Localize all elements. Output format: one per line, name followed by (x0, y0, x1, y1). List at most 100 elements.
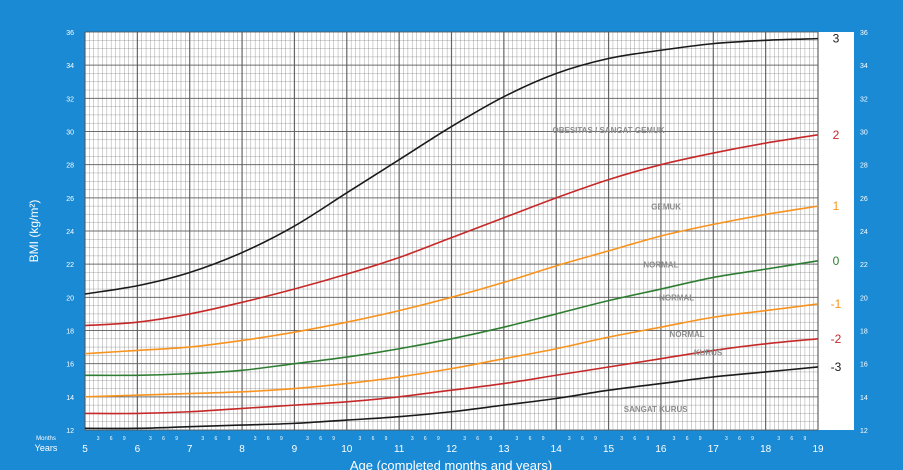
x-month-label: 9 (594, 436, 597, 442)
x-month-label: 3 (306, 436, 309, 442)
series-label--2: -2 (831, 332, 842, 346)
y-tick-label: 32 (66, 96, 74, 103)
y-tick-label: 18 (66, 329, 74, 336)
series-line--2 (84, 337, 819, 415)
y-tick-label-right: 28 (860, 163, 868, 170)
x-month-label: 3 (516, 436, 519, 442)
series-label-3: 3 (833, 32, 840, 46)
x-year-label: 5 (82, 444, 88, 455)
x-month-label: 9 (280, 436, 283, 442)
z-label-column (818, 32, 854, 430)
x-month-label: 6 (424, 436, 427, 442)
y-tick-label-right: 22 (860, 262, 868, 269)
x-month-label: 3 (620, 436, 623, 442)
y-tick-label: 36 (66, 30, 74, 37)
x-year-label: 19 (812, 444, 824, 455)
x-month-label: 6 (581, 436, 584, 442)
y-tick-label: 20 (66, 295, 74, 302)
x-month-label: 9 (332, 436, 335, 442)
x-month-label: 3 (254, 436, 257, 442)
x-month-label: 9 (489, 436, 492, 442)
x-month-label: 9 (751, 436, 754, 442)
zone-annotation: NORMAL (670, 330, 705, 339)
x-month-label: 6 (476, 436, 479, 442)
series-label-0: 0 (833, 254, 840, 268)
x-month-label: 9 (385, 436, 388, 442)
x-year-label: 12 (446, 444, 458, 455)
series-line--1 (84, 303, 819, 398)
y-tick-label: 16 (66, 362, 74, 369)
y-tick-label-right: 30 (860, 130, 868, 137)
series-line--3 (84, 366, 819, 430)
x-month-label: 3 (463, 436, 466, 442)
x-axis-label: Age (completed months and years) (350, 458, 552, 470)
years-row-label: Years (35, 443, 58, 453)
series-line-0 (84, 260, 819, 377)
x-month-label: 3 (201, 436, 204, 442)
x-month-label: 3 (97, 436, 100, 442)
x-month-label: 9 (123, 436, 126, 442)
x-month-label: 3 (673, 436, 676, 442)
x-month-label: 6 (162, 436, 165, 442)
x-month-label: 9 (542, 436, 545, 442)
x-year-label: 16 (655, 444, 667, 455)
annotation-layer: OBESITAS / SANGAT GEMUK GEMUK NORMAL NORMAL… (552, 126, 722, 414)
x-month-label: 3 (725, 436, 728, 442)
y-tick-label: 28 (66, 163, 74, 170)
y-tick-label: 26 (66, 196, 74, 203)
y-tick-label-right: 26 (860, 196, 868, 203)
x-month-label: 6 (110, 436, 113, 442)
x-month-label: 6 (319, 436, 322, 442)
y-axis-label: BMI (kg/m²) (27, 200, 41, 263)
x-year-label: 6 (135, 444, 141, 455)
zone-annotation: NORMAL (659, 294, 694, 303)
x-month-label: 6 (790, 436, 793, 442)
x-month-label: 6 (686, 436, 689, 442)
y-tick-label: 22 (66, 262, 74, 269)
x-month-label: 9 (437, 436, 440, 442)
series-line-2 (84, 134, 819, 327)
zone-annotation: SANGAT KURUS (624, 405, 689, 414)
y-tick-label: 14 (66, 395, 74, 402)
series-label-2: 2 (833, 128, 840, 142)
x-year-label: 15 (603, 444, 615, 455)
x-month-label: 6 (215, 436, 218, 442)
y-tick-labels-right: 12 14 16 18 20 22 24 26 28 30 32 34 36 (860, 30, 868, 435)
x-month-label: 9 (175, 436, 178, 442)
y-tick-label-right: 12 (860, 428, 868, 435)
months-row-label: Months (36, 436, 56, 442)
y-tick-label-right: 24 (860, 229, 868, 236)
x-month-label: 3 (149, 436, 152, 442)
y-tick-label-right: 34 (860, 63, 868, 70)
x-tick-labels: 5 3 6 9 6 3 6 9 7 3 6 9 8 3 6 9 9 3 6 9 10 3 6 9 11 3 6 9 12 3 6 9 13 3 6 9… (82, 436, 824, 455)
series-label--3: -3 (831, 360, 842, 374)
x-month-label: 3 (568, 436, 571, 442)
x-year-label: 8 (239, 444, 245, 455)
y-tick-label-right: 18 (860, 329, 868, 336)
x-month-label: 9 (646, 436, 649, 442)
x-month-label: 9 (228, 436, 231, 442)
x-month-label: 6 (267, 436, 270, 442)
x-month-label: 9 (804, 436, 807, 442)
x-year-label: 13 (498, 444, 510, 455)
y-tick-labels-left: 12 14 16 18 20 22 24 26 28 30 32 34 36 (66, 30, 74, 435)
y-tick-label: 12 (66, 428, 74, 435)
series-line-3 (84, 37, 819, 295)
x-year-label: 10 (341, 444, 353, 455)
y-tick-label: 24 (66, 229, 74, 236)
series-label--1: -1 (831, 297, 842, 311)
x-year-label: 11 (394, 444, 405, 455)
zone-annotation: NORMAL (643, 260, 678, 269)
x-year-label: 7 (187, 444, 193, 455)
x-month-label: 3 (777, 436, 780, 442)
series-labels: 3 2 1 0 -1 -2 -3 (831, 32, 842, 374)
x-month-label: 6 (633, 436, 636, 442)
x-month-label: 6 (372, 436, 375, 442)
y-tick-label-right: 16 (860, 362, 868, 369)
y-tick-label-right: 20 (860, 295, 868, 302)
zone-annotation: OBESITAS / SANGAT GEMUK (552, 126, 664, 135)
zone-annotation: KURUS (694, 348, 723, 357)
y-tick-label-right: 32 (860, 96, 868, 103)
x-month-label: 9 (699, 436, 702, 442)
